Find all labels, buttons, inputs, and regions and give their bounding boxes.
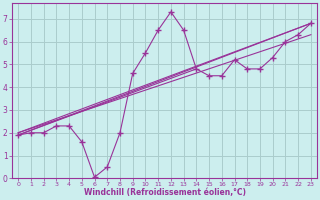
X-axis label: Windchill (Refroidissement éolien,°C): Windchill (Refroidissement éolien,°C) (84, 188, 245, 197)
